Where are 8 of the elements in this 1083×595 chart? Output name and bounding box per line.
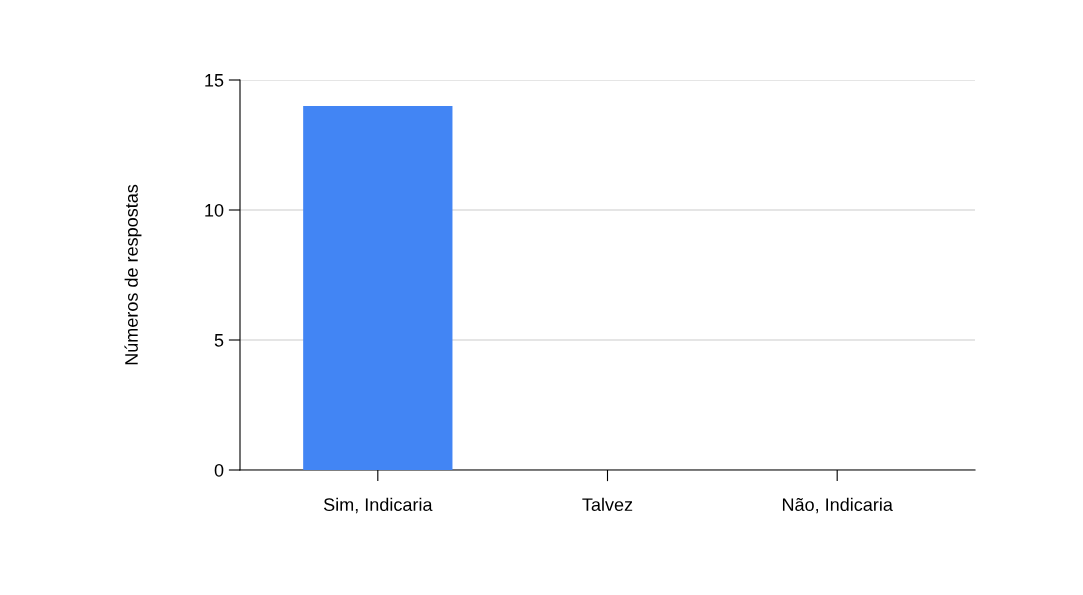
x-tick-label: Talvez: [582, 497, 633, 512]
x-tick-label: Não, Indicaria: [782, 497, 893, 514]
y-tick-label: 10: [205, 203, 224, 217]
y-tick-label: 15: [205, 74, 224, 87]
y-axis-title: Números de respostas: [124, 184, 142, 365]
y-tick-label: 0: [214, 463, 224, 477]
y-tick-label: 5: [214, 334, 224, 347]
x-tick-label: Sim, Indicaria: [323, 497, 433, 514]
